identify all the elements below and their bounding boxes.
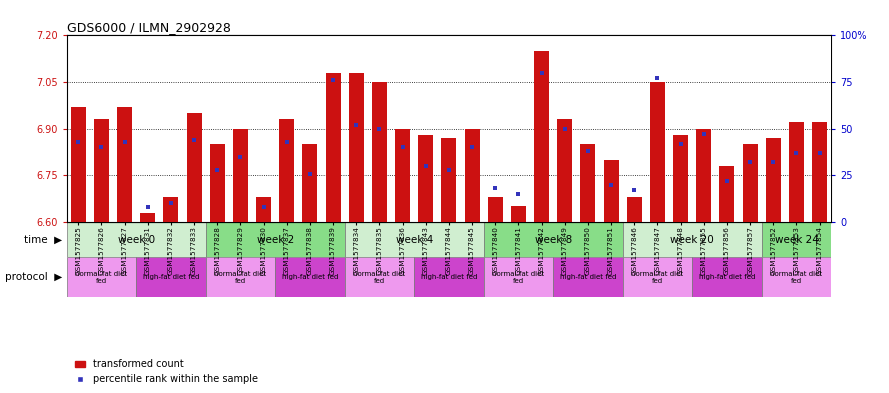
Bar [604, 160, 619, 222]
Bar [484, 222, 622, 257]
Bar [762, 222, 831, 257]
Bar [205, 257, 276, 297]
Bar [418, 135, 433, 222]
Bar [94, 119, 109, 222]
Bar [233, 129, 248, 222]
Bar [789, 123, 804, 222]
Text: high-fat diet fed: high-fat diet fed [143, 274, 199, 280]
Bar [279, 119, 294, 222]
Bar [140, 213, 156, 222]
Bar [302, 144, 317, 222]
Bar [465, 129, 480, 222]
Bar [372, 82, 387, 222]
Bar [813, 123, 827, 222]
Bar [325, 73, 340, 222]
Bar [205, 222, 345, 257]
Bar [414, 257, 484, 297]
Bar [511, 206, 526, 222]
Bar [622, 257, 693, 297]
Bar [345, 257, 414, 297]
Text: normal-fat diet
fed: normal-fat diet fed [771, 270, 822, 284]
Bar [673, 135, 688, 222]
Bar [256, 197, 271, 222]
Bar [164, 197, 179, 222]
Text: time  ▶: time ▶ [24, 235, 62, 245]
Text: protocol  ▶: protocol ▶ [5, 272, 62, 282]
Bar [276, 257, 345, 297]
Bar [627, 197, 642, 222]
Bar [348, 73, 364, 222]
Text: week 24: week 24 [774, 235, 819, 245]
Text: week 0: week 0 [117, 235, 155, 245]
Legend: transformed count, percentile rank within the sample: transformed count, percentile rank withi… [71, 356, 262, 388]
Text: normal-fat diet
fed: normal-fat diet fed [493, 270, 544, 284]
Bar [210, 144, 225, 222]
Bar [395, 129, 410, 222]
Bar [67, 257, 136, 297]
Text: week 2: week 2 [257, 235, 293, 245]
Bar [534, 51, 549, 222]
Text: high-fat diet fed: high-fat diet fed [560, 274, 616, 280]
Bar [71, 107, 85, 222]
Bar [742, 144, 757, 222]
Bar [765, 138, 781, 222]
Text: normal-fat diet
fed: normal-fat diet fed [76, 270, 127, 284]
Bar [67, 222, 205, 257]
Text: normal-fat diet
fed: normal-fat diet fed [631, 270, 684, 284]
Text: high-fat diet fed: high-fat diet fed [420, 274, 477, 280]
Bar [650, 82, 665, 222]
Bar [696, 129, 711, 222]
Bar [187, 113, 202, 222]
Bar [693, 257, 762, 297]
Text: GDS6000 / ILMN_2902928: GDS6000 / ILMN_2902928 [67, 21, 230, 34]
Bar [581, 144, 596, 222]
Text: high-fat diet fed: high-fat diet fed [699, 274, 755, 280]
Text: normal-fat diet
fed: normal-fat diet fed [354, 270, 405, 284]
Text: high-fat diet fed: high-fat diet fed [282, 274, 338, 280]
Bar [117, 107, 132, 222]
Bar [442, 138, 456, 222]
Bar [622, 222, 762, 257]
Text: week 8: week 8 [534, 235, 572, 245]
Bar [557, 119, 573, 222]
Text: week 4: week 4 [396, 235, 433, 245]
Text: week 20: week 20 [670, 235, 714, 245]
Bar [345, 222, 484, 257]
Bar [488, 197, 503, 222]
Text: normal-fat diet
fed: normal-fat diet fed [214, 270, 267, 284]
Bar [553, 257, 622, 297]
Bar [484, 257, 553, 297]
Bar [762, 257, 831, 297]
Bar [719, 166, 734, 222]
Bar [136, 257, 205, 297]
